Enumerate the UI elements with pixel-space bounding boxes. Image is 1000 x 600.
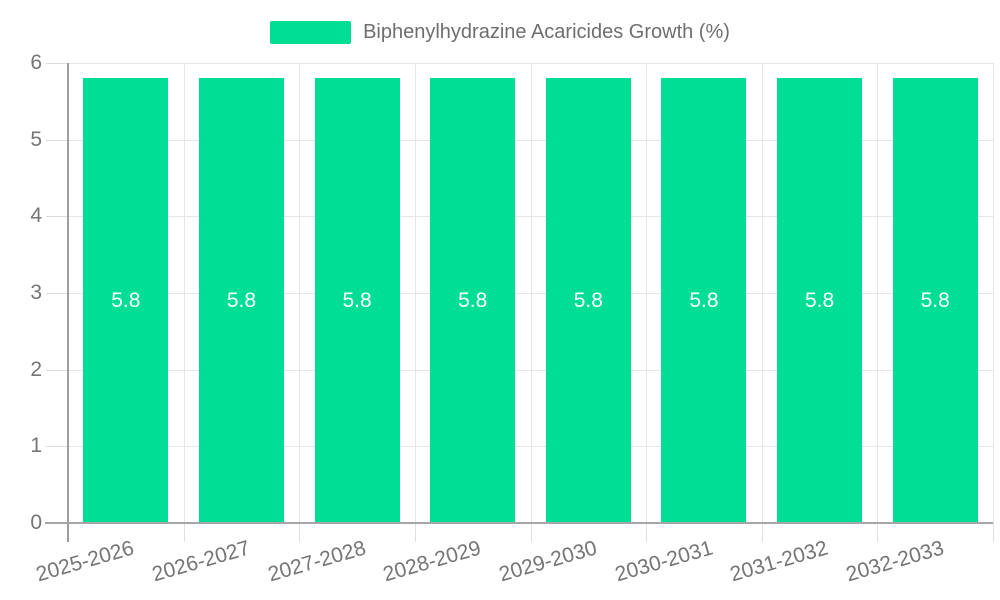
x-tick-mark bbox=[993, 523, 994, 542]
y-axis-line bbox=[67, 63, 69, 542]
x-tick-mark bbox=[299, 523, 301, 542]
x-tick-mark bbox=[646, 523, 648, 542]
bar-2029-2030[interactable] bbox=[545, 78, 631, 523]
legend[interactable]: Biphenylhydrazine Acaricides Growth (%) bbox=[0, 19, 1000, 45]
y-tick-mark bbox=[46, 293, 68, 294]
bar-value-label: 5.8 bbox=[458, 288, 488, 312]
y-tick-mark bbox=[46, 139, 68, 141]
bar-2026-2027[interactable] bbox=[198, 78, 284, 523]
bar-2027-2028[interactable] bbox=[314, 78, 400, 523]
x-gridline bbox=[877, 63, 879, 523]
bar-2030-2031[interactable] bbox=[661, 78, 747, 523]
x-gridline bbox=[530, 63, 532, 523]
bar-2031-2032[interactable] bbox=[777, 78, 863, 523]
bar-2028-2029[interactable] bbox=[430, 78, 516, 523]
bar-value-label: 5.8 bbox=[920, 288, 950, 312]
y-axis-tick-label: 1 bbox=[30, 434, 42, 458]
y-axis-tick-label: 4 bbox=[30, 204, 42, 228]
x-axis-tick-label: 2027-2028 bbox=[265, 536, 369, 587]
x-axis-tick-label: 2026-2027 bbox=[149, 536, 253, 587]
y-tick-mark bbox=[46, 369, 68, 371]
legend-label: Biphenylhydrazine Acaricides Growth (%) bbox=[363, 20, 730, 43]
x-axis-tick-label: 2032-2033 bbox=[843, 536, 947, 587]
x-tick-mark bbox=[183, 523, 185, 542]
y-axis-tick-label: 3 bbox=[30, 281, 42, 304]
bar-value-label: 5.8 bbox=[804, 288, 835, 312]
x-tick-mark bbox=[414, 523, 416, 542]
x-gridline bbox=[299, 63, 301, 523]
x-axis-tick-label: 2030-2031 bbox=[612, 536, 715, 587]
x-gridline bbox=[761, 63, 763, 523]
y-tick-mark bbox=[46, 216, 68, 218]
bar-2025-2026[interactable] bbox=[83, 78, 169, 523]
x-gridline bbox=[183, 63, 185, 523]
plot-area: 5.8 5.8 5.8 5.8 5.8 5.8 5.8 5.8 bbox=[68, 63, 994, 523]
bar-value-label: 5.8 bbox=[226, 288, 257, 312]
y-axis-tick-label: 5 bbox=[30, 127, 42, 151]
x-axis-line bbox=[45, 522, 993, 524]
x-tick-mark bbox=[530, 523, 532, 542]
bar-value-label: 5.8 bbox=[342, 288, 372, 312]
bar-value-label: 5.8 bbox=[573, 288, 603, 312]
x-tick-mark bbox=[877, 523, 879, 542]
x-axis-tick-label: 2031-2032 bbox=[727, 536, 831, 587]
bar-value-label: 5.8 bbox=[111, 288, 141, 312]
y-axis-tick-label: 6 bbox=[30, 51, 42, 74]
x-axis-tick-label: 2029-2030 bbox=[496, 536, 600, 587]
x-tick-mark bbox=[761, 523, 763, 542]
y-tick-mark bbox=[46, 63, 68, 64]
y-axis-tick-label: 2 bbox=[30, 357, 42, 381]
y-axis-tick-label: 0 bbox=[30, 511, 42, 534]
x-axis-tick-label: 2028-2029 bbox=[380, 536, 484, 587]
legend-swatch bbox=[270, 20, 352, 44]
x-gridline bbox=[646, 63, 648, 523]
x-gridline bbox=[414, 63, 416, 523]
x-axis-tick-label: 2025-2026 bbox=[33, 536, 137, 587]
bar-2032-2033[interactable] bbox=[892, 78, 978, 523]
bar-value-label: 5.8 bbox=[689, 288, 719, 312]
x-gridline bbox=[993, 63, 994, 523]
y-tick-mark bbox=[46, 446, 68, 448]
